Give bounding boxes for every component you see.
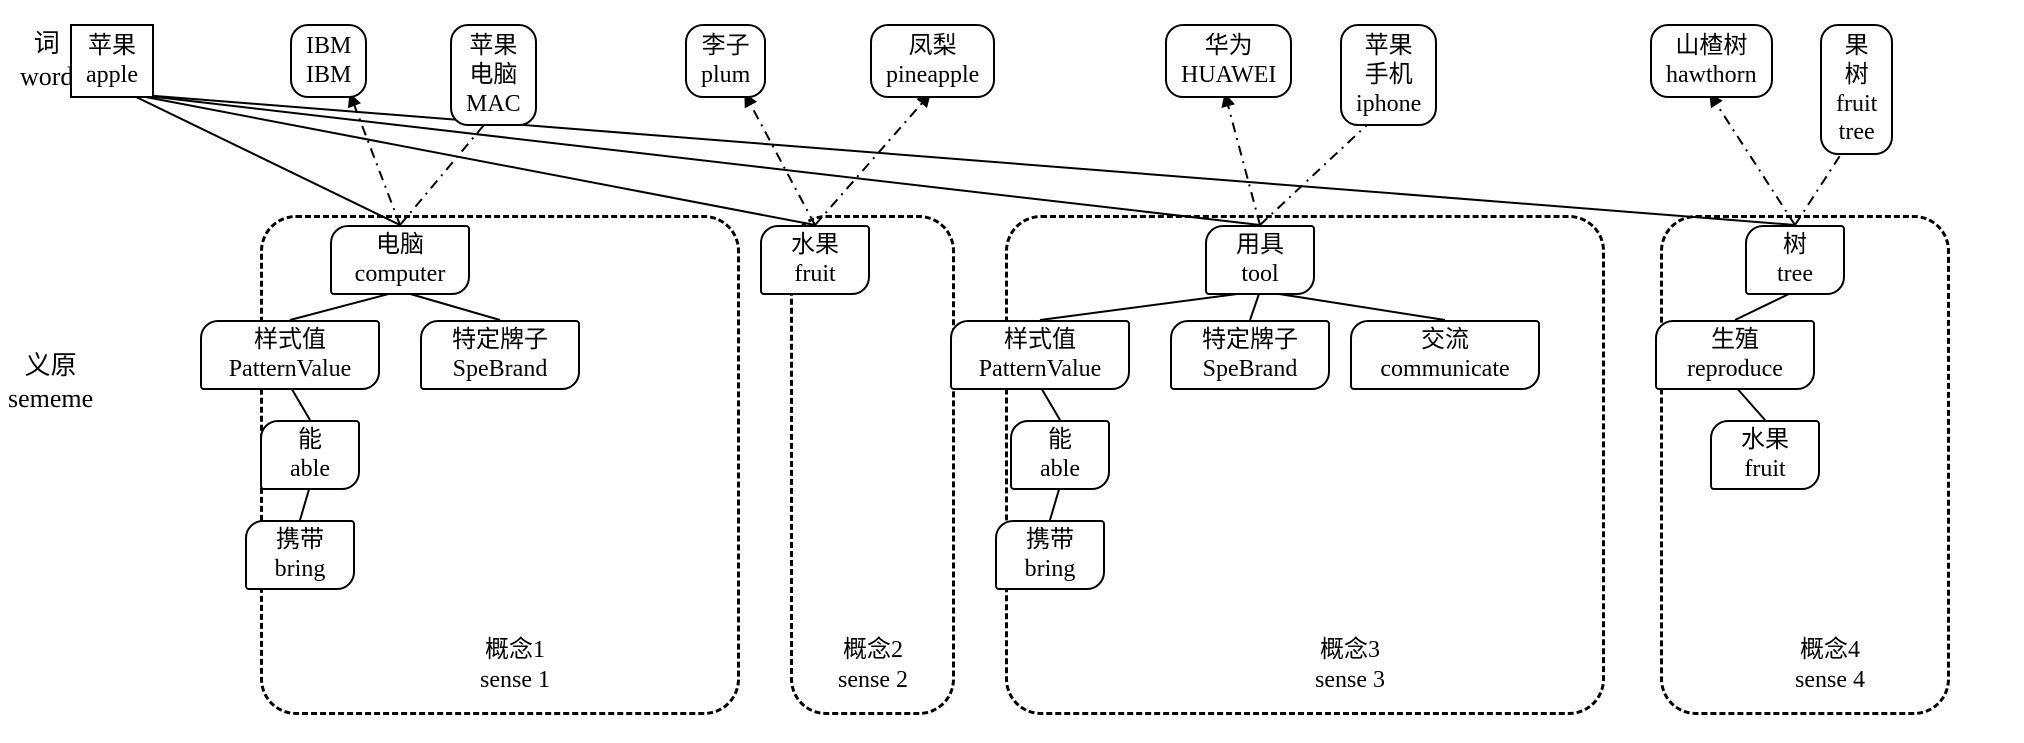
caption-en: sense 3 [1290,665,1410,695]
sememe-en: SpeBrand [1186,355,1314,384]
sememe-s1-bring: 携带 bring [245,520,355,590]
side-label-word: 词 word [20,28,73,93]
sememe-cn: 水果 [1726,426,1804,455]
sememe-cn: 样式值 [966,326,1114,355]
sememe-en: SpeBrand [436,355,564,384]
sememe-s1-spebrand: 特定牌子 SpeBrand [420,320,580,390]
label-text: 词 [20,28,73,61]
sememe-en: fruit [776,260,854,289]
sememe-cn: 交流 [1366,326,1524,355]
word-cn: 李子 [701,32,750,61]
sememe-cn: 携带 [261,526,339,555]
word-fruittree: 果树fruit tree [1820,24,1893,155]
sememe-s3-spebrand: 特定牌子 SpeBrand [1170,320,1330,390]
sememe-s3-communicate: 交流 communicate [1350,320,1540,390]
sememe-cn: 能 [276,426,344,455]
word-hawthorn: 山楂树hawthorn [1650,24,1773,98]
caption-cn: 概念2 [813,635,933,665]
sememe-en: bring [1011,555,1089,584]
word-cn: IBM [306,32,351,61]
sememe-s2-fruit: 水果 fruit [760,225,870,295]
sememe-cn: 能 [1026,426,1094,455]
caption-en: sense 4 [1770,665,1890,695]
word-plum: 李子plum [685,24,766,98]
sememe-en: computer [346,260,454,289]
label-text: sememe [8,383,93,416]
word-apple: 苹果apple [70,24,154,98]
word-en: plum [701,61,750,90]
word-en: fruit tree [1836,90,1877,148]
sememe-cn: 用具 [1221,231,1299,260]
sememe-en: tree [1761,260,1829,289]
sememe-en: able [276,455,344,484]
sememe-s4-tree: 树 tree [1745,225,1845,295]
sense-caption-s4: 概念4 sense 4 [1770,635,1890,695]
word-cn: 苹果手机 [1356,32,1421,90]
sememe-en: communicate [1366,355,1524,384]
word-mac: 苹果电脑MAC [450,24,537,126]
caption-en: sense 2 [813,665,933,695]
sememe-s3-tool: 用具 tool [1205,225,1315,295]
word-en: HUAWEI [1181,61,1276,90]
sense-caption-s1: 概念1 sense 1 [455,635,575,695]
sememe-cn: 特定牌子 [436,326,564,355]
sememe-s1-computer: 电脑 computer [330,225,470,295]
caption-cn: 概念1 [455,635,575,665]
sense-caption-s2: 概念2 sense 2 [813,635,933,695]
sememe-en: reproduce [1671,355,1799,384]
word-cn: 苹果 [86,32,138,61]
sememe-en: able [1026,455,1094,484]
sememe-cn: 样式值 [216,326,364,355]
caption-en: sense 1 [455,665,575,695]
sememe-s3-patternvalue: 样式值 PatternValue [950,320,1130,390]
word-en: MAC [466,90,521,119]
word-en: hawthorn [1666,61,1757,90]
sememe-cn: 特定牌子 [1186,326,1314,355]
caption-cn: 概念4 [1770,635,1890,665]
caption-cn: 概念3 [1290,635,1410,665]
word-cn: 凤梨 [886,32,979,61]
sememe-s1-patternvalue: 样式值 PatternValue [200,320,380,390]
word-cn: 苹果电脑 [466,32,521,90]
word-cn: 华为 [1181,32,1276,61]
sense-caption-s3: 概念3 sense 3 [1290,635,1410,695]
sememe-s1-able: 能 able [260,420,360,490]
sememe-en: tool [1221,260,1299,289]
sememe-cn: 生殖 [1671,326,1799,355]
sememe-s3-able: 能 able [1010,420,1110,490]
sememe-cn: 携带 [1011,526,1089,555]
sememe-en: fruit [1726,455,1804,484]
sememe-cn: 电脑 [346,231,454,260]
sememe-cn: 水果 [776,231,854,260]
sememe-en: PatternValue [216,355,364,384]
side-label-sememe: 义原 sememe [8,350,93,415]
word-cn: 山楂树 [1666,32,1757,61]
sememe-s4-fruit: 水果 fruit [1710,420,1820,490]
sememe-en: bring [261,555,339,584]
sememe-s3-bring: 携带 bring [995,520,1105,590]
label-text: 义原 [8,350,93,383]
word-ibm: IBMIBM [290,24,367,98]
sememe-cn: 树 [1761,231,1829,260]
sememe-en: PatternValue [966,355,1114,384]
word-huawei: 华为HUAWEI [1165,24,1292,98]
word-en: IBM [306,61,351,90]
word-en: iphone [1356,90,1421,119]
word-cn: 果树 [1836,32,1877,90]
word-en: pineapple [886,61,979,90]
word-pineapple: 凤梨pineapple [870,24,995,98]
word-iphone: 苹果手机iphone [1340,24,1437,126]
label-text: word [20,61,73,94]
word-en: apple [86,61,138,90]
sememe-s4-reproduce: 生殖 reproduce [1655,320,1815,390]
